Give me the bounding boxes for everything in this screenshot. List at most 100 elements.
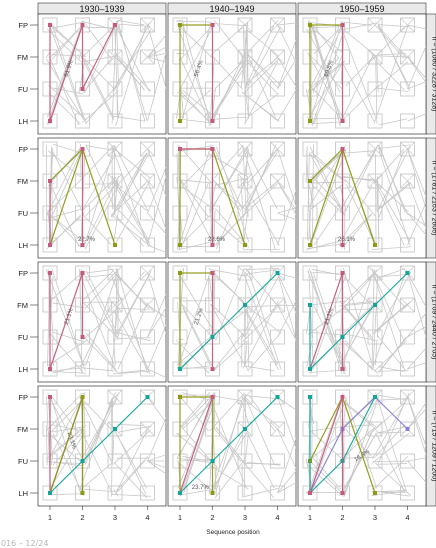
state-node-cross — [107, 49, 123, 65]
y-tick-label: FM — [17, 53, 28, 62]
path-node-marker — [308, 243, 312, 247]
background-path — [115, 54, 145, 91]
state-node-box — [237, 205, 253, 221]
facet-panel: 23.1% — [37, 385, 167, 507]
highlighted-path — [309, 396, 376, 495]
y-tick-label: FP — [18, 269, 28, 278]
path-node-marker — [48, 367, 52, 371]
background-path — [373, 148, 405, 184]
background-path — [377, 24, 411, 88]
background-path — [277, 300, 296, 338]
background-path — [147, 396, 166, 423]
background-path — [247, 176, 249, 218]
background-path — [209, 150, 249, 212]
background-path — [176, 23, 213, 59]
background-path — [407, 362, 426, 370]
background-path — [178, 184, 215, 210]
path-node-marker — [48, 491, 52, 495]
state-node-box — [270, 113, 285, 129]
path-node-marker — [178, 147, 182, 151]
background-path — [308, 181, 313, 241]
background-path — [344, 178, 377, 218]
panel-content: 22.7% — [42, 141, 166, 254]
background-path — [407, 56, 426, 79]
background-path — [343, 22, 377, 31]
panel-content: 69.8% — [302, 17, 426, 129]
highlighted-path — [309, 272, 344, 370]
state-node-cross — [107, 265, 123, 281]
highlighted-path — [49, 396, 148, 494]
state-node-cross — [400, 49, 415, 65]
path-node-marker — [243, 427, 247, 431]
path-node-marker — [275, 395, 280, 399]
highlighted-path — [81, 24, 116, 90]
background-path — [211, 269, 246, 277]
background-path — [81, 20, 116, 31]
background-path — [247, 93, 279, 118]
background-path — [78, 59, 86, 94]
background-path — [373, 61, 409, 91]
highlighted-path — [179, 396, 214, 494]
background-path — [312, 24, 341, 120]
background-path — [407, 81, 426, 90]
background-path — [243, 149, 276, 250]
background-path — [307, 464, 344, 497]
background-path — [305, 89, 313, 120]
row-strip-label: n = (1060 / 3228 / 3128) — [431, 37, 436, 112]
state-node-box — [270, 141, 285, 157]
path-node-marker — [210, 335, 215, 339]
path-percentage-label: 21.1% — [324, 307, 335, 326]
state-node-cross — [400, 173, 415, 189]
background-path — [49, 426, 82, 433]
background-path — [84, 401, 112, 430]
state-node-cross — [367, 49, 383, 65]
background-path — [81, 301, 119, 339]
page-footer: 016 – 12/24 — [1, 539, 49, 548]
background-path — [342, 267, 374, 366]
background-path — [111, 178, 152, 248]
y-tick-label: FU — [18, 333, 28, 342]
state-node-box — [140, 49, 155, 65]
x-axis-title: Sequence position — [206, 529, 260, 536]
background-path — [244, 433, 249, 465]
state-node-cross — [270, 49, 285, 65]
background-path — [181, 91, 213, 126]
state-node-cross — [367, 173, 383, 189]
background-path — [240, 396, 246, 457]
background-path — [111, 175, 149, 241]
background-path — [51, 399, 83, 432]
background-path — [341, 269, 378, 306]
column-strip-label: 1940–1949 — [209, 4, 254, 14]
background-path — [277, 396, 296, 411]
background-path — [115, 215, 144, 247]
background-path — [247, 26, 282, 88]
background-path — [209, 146, 249, 214]
background-path — [277, 89, 296, 122]
y-tick-label: FM — [17, 177, 28, 186]
background-path — [372, 269, 407, 367]
panel-content: 21.1% — [42, 265, 166, 378]
background-path — [45, 424, 48, 466]
background-path — [49, 431, 86, 490]
background-path — [112, 22, 151, 94]
path-node-marker — [243, 303, 247, 307]
state-node-cross — [367, 421, 383, 437]
facet-panel: 21.2% — [167, 261, 297, 383]
background-path — [378, 118, 408, 126]
x-tick-label: 1 — [308, 513, 312, 522]
background-path — [52, 433, 85, 496]
background-path — [277, 189, 296, 246]
background-path — [49, 333, 84, 373]
background-path — [81, 26, 118, 29]
background-path — [345, 184, 376, 244]
background-path — [372, 57, 405, 90]
state-node-box — [237, 485, 253, 501]
state-node-box — [400, 453, 415, 469]
background-path — [375, 433, 406, 494]
background-path — [47, 28, 82, 118]
state-node-cross — [400, 17, 415, 33]
background-path — [180, 301, 215, 370]
state-node-cross — [140, 49, 155, 65]
background-path — [110, 302, 116, 366]
background-path — [309, 26, 340, 29]
